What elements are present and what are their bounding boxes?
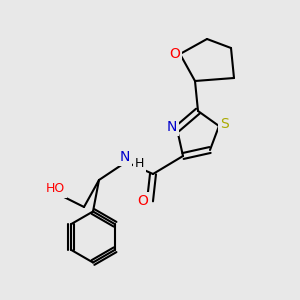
Text: N: N	[119, 150, 130, 164]
Text: O: O	[169, 47, 180, 61]
Text: H: H	[135, 157, 144, 170]
Text: N: N	[167, 120, 177, 134]
Text: O: O	[137, 194, 148, 208]
Text: S: S	[220, 118, 229, 131]
Text: HO: HO	[46, 182, 65, 196]
